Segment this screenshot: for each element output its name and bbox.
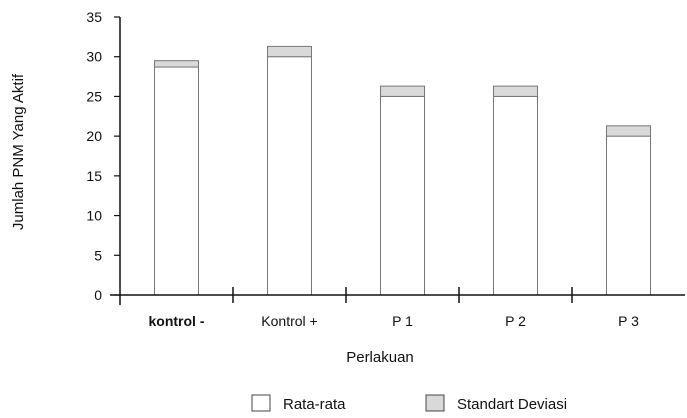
bar-mean: [606, 135, 651, 296]
y-tick-label: 5: [94, 247, 102, 263]
y-tick-label: 15: [86, 168, 102, 184]
y-tick-label: 30: [86, 49, 102, 65]
y-tick-label: 10: [86, 208, 102, 224]
x-category-label: Kontrol +: [261, 313, 317, 329]
bars-group: [154, 45, 651, 296]
legend-swatch-mean: [251, 394, 271, 412]
y-tick-label: 0: [94, 287, 102, 303]
x-category-label: kontrol -: [149, 313, 205, 329]
bar-mean: [493, 95, 538, 296]
bar-mean: [154, 66, 199, 296]
legend-label-sd: Standart Deviasi: [457, 396, 567, 413]
y-tick-label: 35: [86, 9, 102, 25]
legend: Rata-rata Standart Deviasi: [251, 394, 567, 413]
axes-group: [110, 17, 685, 305]
bar-std-dev: [606, 125, 651, 137]
bar-std-dev: [493, 85, 538, 97]
bar-mean: [267, 56, 312, 296]
legend-label-mean: Rata-rata: [283, 396, 346, 413]
bar-std-dev: [154, 60, 199, 68]
y-axis-title: Jumlah PNM Yang Aktif: [10, 73, 27, 230]
y-tick-label: 20: [86, 128, 102, 144]
bar-std-dev: [380, 85, 425, 97]
x-axis-title: Perlakuan: [346, 349, 414, 366]
bar-mean: [380, 95, 425, 296]
x-category-label: P 3: [618, 313, 639, 329]
bar-std-dev: [267, 45, 312, 58]
x-categories-group: kontrol - Kontrol + P 1 P 2 P 3: [149, 313, 640, 329]
x-category-label: P 2: [505, 313, 526, 329]
y-tick-label: 25: [86, 88, 102, 104]
legend-swatch-sd: [425, 394, 445, 412]
y-ticks-group: 0 5 10 15 20 25 30 35: [86, 9, 120, 303]
x-category-label: P 1: [392, 313, 413, 329]
